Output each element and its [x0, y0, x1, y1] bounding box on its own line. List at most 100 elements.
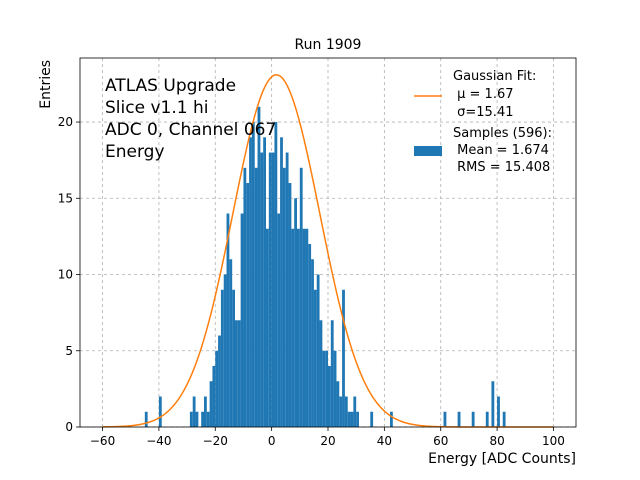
histogram-bar: [344, 396, 348, 427]
histogram-bar: [443, 411, 447, 427]
x-tick-label: −40: [146, 434, 171, 448]
histogram-bar: [254, 167, 258, 427]
histogram-bar: [322, 350, 326, 427]
histogram-bar: [215, 350, 219, 427]
legend-fit-line-1: Gaussian Fit:: [453, 69, 536, 84]
y-tick-label: 20: [58, 115, 73, 129]
histogram-bar: [280, 137, 283, 428]
legend-hist-line-2: Mean = 1.674: [453, 143, 549, 158]
histogram-bar: [195, 411, 199, 427]
histogram-bar: [209, 381, 213, 427]
histogram-bar: [291, 228, 295, 427]
legend-hist-line-1: Samples (596):: [453, 126, 552, 141]
x-tick-label: −60: [90, 434, 115, 448]
legend-hist-swatch: [414, 146, 442, 156]
chart-title: Run 1909: [295, 37, 362, 53]
histogram-bar: [353, 396, 357, 427]
x-axis-label: Energy [ADC Counts]: [428, 451, 576, 467]
histogram-bar: [251, 122, 255, 427]
histogram-bar: [192, 396, 196, 427]
histogram-bar: [457, 411, 461, 427]
histogram-bar: [491, 381, 495, 427]
histogram-bar: [226, 213, 230, 427]
histogram-bar: [390, 411, 393, 427]
histogram-bar: [485, 411, 489, 427]
histogram-bar: [158, 396, 162, 427]
histogram-bar: [370, 411, 374, 427]
histogram-bar: [243, 167, 247, 427]
histogram-bar: [330, 320, 334, 427]
legend-hist-line-3: RMS = 15.408: [453, 160, 550, 175]
histogram-bar: [223, 274, 227, 427]
y-tick-label: 15: [58, 191, 73, 205]
histogram-bar: [342, 289, 345, 427]
histogram-bar: [204, 396, 207, 427]
histogram-bar: [237, 320, 241, 427]
y-tick-label: 0: [65, 420, 73, 434]
x-tick-label: 80: [489, 434, 504, 448]
histogram-bar: [220, 289, 224, 427]
info-annotation: ATLAS Upgrade Slice v1.1 hi ADC 0, Chann…: [105, 76, 276, 162]
histogram-bar: [325, 350, 328, 427]
histogram-bar: [502, 411, 506, 427]
info-line-3: ADC 0, Channel 067: [105, 120, 276, 140]
histogram-bar: [316, 274, 320, 427]
x-tick-label: 60: [433, 434, 448, 448]
histogram-bar: [471, 411, 475, 427]
histogram-bar: [282, 167, 286, 427]
histogram-bar: [288, 183, 292, 427]
y-axis-label: Entries: [38, 60, 54, 109]
histogram-bar: [274, 122, 278, 427]
histogram-bar: [144, 411, 148, 427]
histogram-bar: [229, 259, 233, 427]
histogram-bar: [350, 411, 354, 427]
histogram-bar: [218, 335, 221, 427]
histogram-bar: [268, 152, 272, 428]
histogram-bar: [235, 320, 238, 427]
histogram-bar: [299, 167, 303, 427]
histogram-bar: [328, 366, 331, 427]
histogram-bar: [277, 213, 281, 427]
histogram-bar: [333, 350, 337, 427]
x-tick-label: 40: [377, 434, 392, 448]
histogram-bar: [302, 228, 306, 427]
info-line-4: Energy: [105, 142, 165, 162]
histogram-bar: [339, 396, 343, 427]
histogram-bar: [189, 411, 193, 427]
histogram-bar: [246, 183, 250, 427]
histogram-bar: [206, 411, 210, 427]
y-tick-label: 10: [58, 268, 73, 282]
axis-ticks: −60 −40 −20 0 20 40 60 80 100 0 5 10 15 20: [58, 115, 565, 448]
histogram-bar: [497, 396, 500, 427]
histogram-bar: [232, 289, 235, 427]
histogram-bar: [240, 213, 244, 427]
histogram-bar: [257, 106, 261, 427]
info-line-1: ATLAS Upgrade: [105, 76, 236, 96]
histogram-bar: [201, 411, 204, 427]
y-tick-label: 5: [65, 344, 73, 358]
histogram-bar: [249, 137, 252, 428]
histogram-bar: [308, 244, 312, 427]
histogram-bar: [336, 381, 340, 427]
legend-fit-line-3: σ=15.41: [453, 105, 513, 120]
info-line-2: Slice v1.1 hi: [105, 98, 208, 118]
histogram-bars: [144, 106, 506, 428]
legend: Gaussian Fit: μ = 1.67 σ=15.41 Samples (…: [414, 69, 552, 175]
histogram-bar: [356, 411, 359, 427]
histogram-bar: [311, 259, 314, 427]
histogram-bar: [212, 366, 216, 427]
x-tick-label: −20: [203, 434, 228, 448]
x-tick-label: 20: [320, 434, 335, 448]
histogram-bar: [297, 228, 300, 427]
histogram-bar: [285, 152, 289, 428]
legend-fit-line-2: μ = 1.67: [453, 87, 514, 102]
histogram-bar: [271, 152, 275, 428]
histogram-bar: [313, 289, 317, 427]
histogram-bar: [305, 228, 309, 427]
histogram-bar: [294, 198, 297, 427]
histogram-bar: [260, 152, 264, 428]
histogram-bar: [347, 411, 351, 427]
histogram-bar: [263, 137, 266, 428]
x-tick-label: 100: [542, 434, 565, 448]
